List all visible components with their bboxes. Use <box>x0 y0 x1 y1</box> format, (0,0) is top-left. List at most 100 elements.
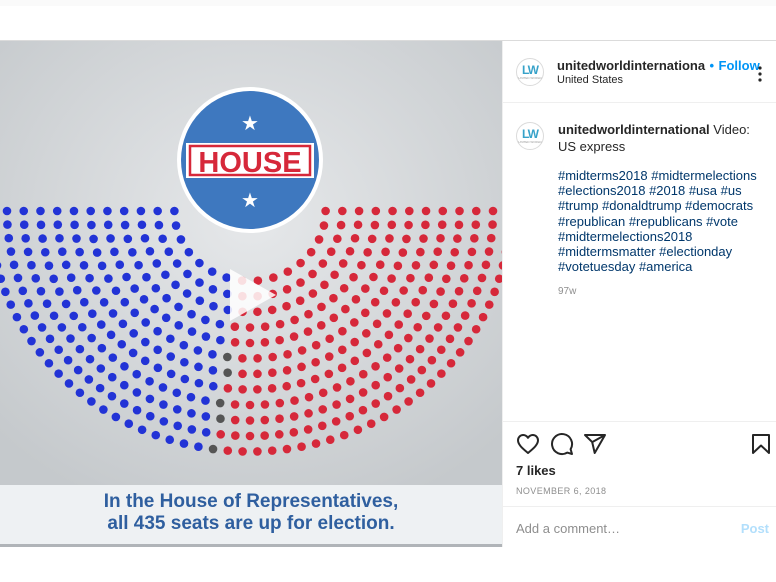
seat-dot-republican <box>436 345 446 355</box>
seat-dot-democrat <box>52 206 62 216</box>
seat-dot-republican <box>341 304 350 314</box>
hashtag-line[interactable]: #midterms2018 #midtermelections <box>558 168 757 183</box>
seat-dot-democrat <box>107 372 117 382</box>
seat-dot-democrat <box>117 339 127 349</box>
seat-dot-democrat <box>130 284 139 293</box>
header-username[interactable]: unitedworldinternationa <box>557 58 706 73</box>
house-label-box <box>186 143 314 178</box>
seat-dot-republican <box>472 286 482 296</box>
seat-dot-republican <box>369 272 378 282</box>
seat-dot-republican <box>350 356 360 366</box>
seat-dot-republican <box>253 369 262 379</box>
seat-dot-democrat <box>166 352 176 361</box>
seat-dot-democrat <box>38 234 47 243</box>
seat-dot-republican <box>297 346 307 355</box>
seat-dot-democrat <box>194 442 203 452</box>
seat-dot-republican <box>453 234 462 243</box>
hashtag-line[interactable]: #midtermsmatter #electionday <box>558 244 733 260</box>
avatar[interactable]: LW UNITED WORLD <box>516 58 544 86</box>
post-header: LW UNITED WORLD unitedworldinternationa … <box>503 41 776 103</box>
seat-dot-democrat <box>122 272 131 282</box>
seat-dot-democrat <box>207 267 217 276</box>
seat-dot-republican <box>392 405 401 414</box>
seat-dot-democrat <box>158 234 167 244</box>
seat-dot-republican <box>454 286 464 296</box>
likes-count[interactable]: 7 likes <box>516 463 556 478</box>
seat-dot-republican <box>282 381 292 391</box>
seat-dot-democrat <box>49 311 59 321</box>
seat-dot-vacant <box>223 352 232 362</box>
seat-dot-republican <box>383 391 393 401</box>
seat-dot-democrat <box>153 363 163 373</box>
seat-dot-republican <box>216 430 226 439</box>
seat-dot-republican <box>437 369 446 378</box>
seat-dot-democrat <box>13 273 23 283</box>
share-icon[interactable] <box>583 432 607 456</box>
seat-dot-republican <box>332 400 341 409</box>
seat-dot-democrat <box>170 206 179 216</box>
seat-dot-republican <box>379 286 389 296</box>
video-caption-band: In the House of Representatives, all 435… <box>0 485 502 544</box>
post-comment-button[interactable]: Post <box>740 521 769 536</box>
video-progress-track <box>0 544 502 547</box>
hashtag-line[interactable]: #votetuesday #america <box>558 259 693 275</box>
seat-dot-democrat <box>42 299 52 308</box>
bookmark-icon[interactable] <box>749 432 773 456</box>
seat-dot-republican <box>274 430 284 439</box>
post-location[interactable]: United States <box>557 74 624 86</box>
page-bottom <box>0 547 776 582</box>
seat-dot-democrat <box>194 362 203 372</box>
seat-dot-republican <box>379 412 389 422</box>
post-video[interactable]: ★ ★ HOUSE In the House of Representative… <box>0 41 502 547</box>
seat-dot-republican <box>373 339 383 349</box>
seat-dot-republican <box>421 220 430 230</box>
seat-dot-republican <box>494 274 502 284</box>
seat-dot-democrat <box>96 320 106 329</box>
more-options-icon[interactable] <box>757 66 763 82</box>
seat-dot-democrat <box>36 220 46 230</box>
seat-dot-republican <box>426 379 436 388</box>
seat-dot-democrat <box>129 329 138 338</box>
seat-dot-republican <box>230 322 240 331</box>
seat-dot-republican <box>303 425 313 434</box>
seat-dot-republican <box>448 299 458 308</box>
seat-dot-vacant <box>223 368 232 377</box>
seat-dot-republican <box>349 272 358 282</box>
seat-dot-democrat <box>77 322 87 332</box>
post-date[interactable]: NOVEMBER 6, 2018 <box>516 486 607 496</box>
heart-icon[interactable] <box>516 432 540 456</box>
seat-dot-republican <box>269 273 278 282</box>
seat-dot-democrat <box>44 261 54 270</box>
seat-dot-republican <box>318 388 328 398</box>
seat-dot-republican <box>268 352 277 362</box>
play-icon[interactable] <box>226 266 280 324</box>
seat-dot-democrat <box>183 269 192 279</box>
comment-icon[interactable] <box>550 432 574 456</box>
seat-dot-republican <box>358 369 368 379</box>
comment-input[interactable] <box>516 516 726 540</box>
seat-dot-republican <box>238 447 247 456</box>
seat-dot-republican <box>230 400 240 409</box>
seat-dot-republican <box>478 312 488 322</box>
hashtag-line[interactable]: #trump #donaldtrump #democrats <box>558 198 754 214</box>
hashtag-line[interactable]: #elections2018 #2018 #usa #us <box>558 183 742 199</box>
seat-dot-vacant <box>215 398 225 408</box>
seat-dot-democrat <box>172 405 182 414</box>
caption-username[interactable]: unitedworldinternational <box>558 122 710 137</box>
seat-dot-republican <box>484 247 494 256</box>
follow-button[interactable]: Follow <box>718 58 760 73</box>
seat-dot-democrat <box>66 273 76 283</box>
seat-dot-democrat <box>120 362 129 371</box>
caption-avatar[interactable]: LW UNITED WORLD <box>516 122 544 150</box>
seat-dot-republican <box>267 446 277 455</box>
seat-dot-democrat <box>145 246 155 256</box>
seat-dot-democrat <box>158 383 168 392</box>
caption-time[interactable]: 97w <box>558 286 577 297</box>
seat-dot-republican <box>275 319 285 329</box>
hashtag-line[interactable]: #midtermelections2018 <box>558 228 693 244</box>
star-icon: ★ <box>241 111 259 135</box>
hashtag-line[interactable]: #republican #republicans #vote <box>558 213 738 229</box>
seat-dot-republican <box>413 322 423 332</box>
seat-dot-democrat <box>23 247 33 257</box>
seat-dot-republican <box>330 270 339 280</box>
